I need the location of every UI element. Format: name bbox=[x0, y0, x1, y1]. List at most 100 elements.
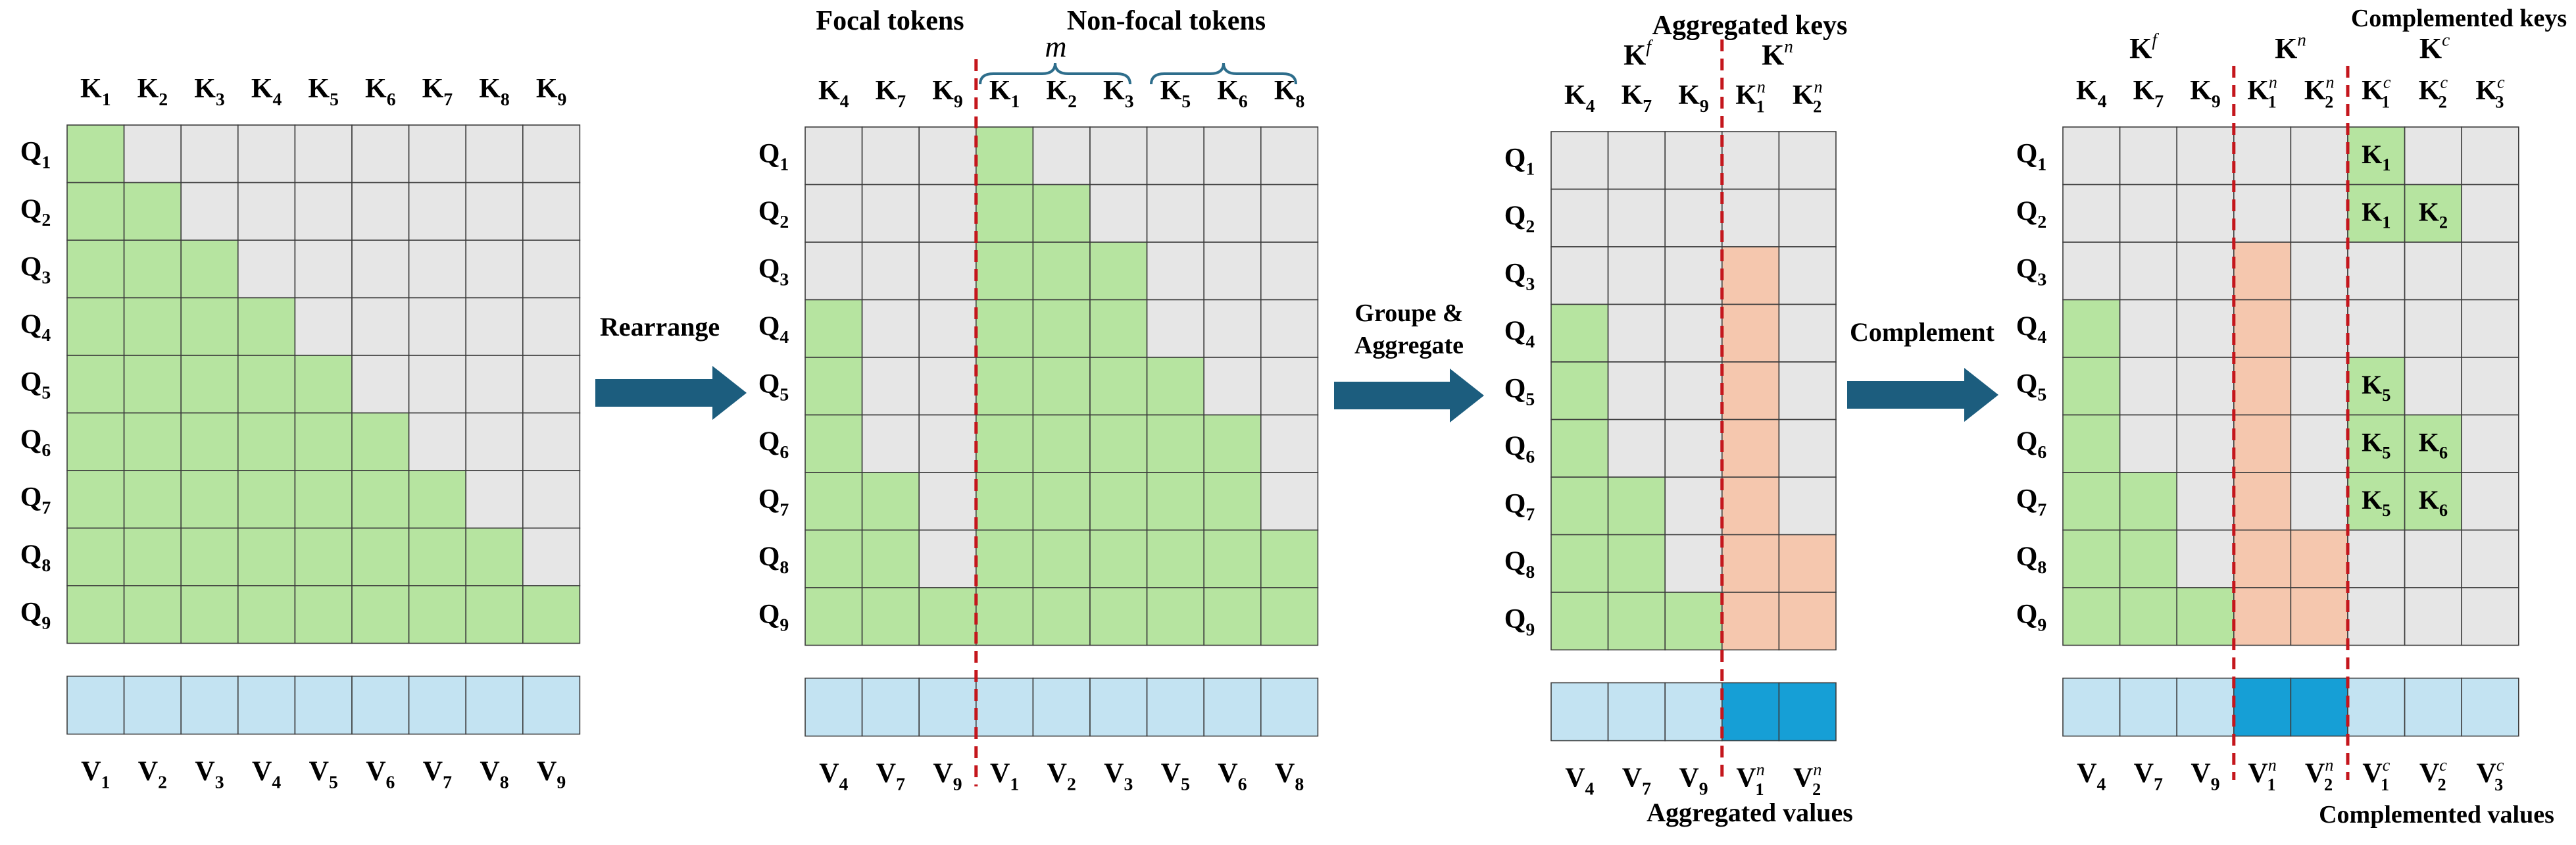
mask-cell bbox=[976, 587, 1034, 646]
brace-group-2 bbox=[1150, 63, 1297, 85]
mask-cell bbox=[2290, 472, 2348, 531]
mask-cell bbox=[465, 182, 524, 241]
mask-cell bbox=[1664, 592, 1723, 651]
value-label: Vc 2 bbox=[2419, 755, 2447, 794]
mask-cell bbox=[2461, 242, 2519, 301]
key-label: Kc 3 bbox=[2475, 72, 2505, 111]
mask-cell bbox=[1721, 131, 1780, 190]
key-label: Kc 2 bbox=[2419, 72, 2448, 111]
query-label: Q1 bbox=[20, 137, 51, 172]
key-label: K5 bbox=[1160, 76, 1191, 111]
mask-cell bbox=[123, 585, 182, 644]
mask-cell bbox=[465, 527, 524, 586]
mask-cell bbox=[1721, 592, 1780, 651]
mask-cell bbox=[861, 299, 920, 358]
mask-cell bbox=[2062, 472, 2121, 531]
value-cell bbox=[1664, 682, 1723, 742]
mask-cell bbox=[1260, 126, 1319, 186]
original-value-labels: V1 V2 V3 V4 V5 V6 V7 V8 V9 bbox=[81, 757, 566, 792]
key-label: K4 bbox=[818, 76, 849, 111]
mask-cell bbox=[351, 240, 410, 299]
mask-cell bbox=[2290, 242, 2348, 301]
query-label: Q9 bbox=[2016, 600, 2047, 635]
mask-cell bbox=[861, 472, 920, 531]
mask-cell bbox=[237, 124, 296, 184]
mask-cell bbox=[465, 240, 524, 299]
mask-cell bbox=[805, 357, 863, 416]
mask-cell bbox=[918, 357, 977, 416]
mask-cell bbox=[66, 124, 125, 184]
mask-cell bbox=[2347, 299, 2406, 358]
query-label: Q7 bbox=[758, 484, 789, 520]
aggregated-key-headers: K4 K7 K9 Kn 1 Kn 2 bbox=[1564, 77, 1823, 116]
mask-cell bbox=[2347, 529, 2406, 588]
nonfocal-tokens-header: Non-focal tokens bbox=[1067, 6, 1266, 36]
mask-cell bbox=[1260, 184, 1319, 243]
mask-cell bbox=[522, 124, 581, 184]
mask-cell bbox=[522, 527, 581, 586]
mask-cell bbox=[2461, 587, 2519, 646]
mask-cell bbox=[465, 124, 524, 184]
mask-cell bbox=[805, 299, 863, 358]
mask-cell bbox=[351, 355, 410, 414]
mask-cell bbox=[2461, 357, 2519, 416]
value-cell bbox=[805, 677, 863, 737]
mask-cell bbox=[2290, 529, 2348, 588]
mask-cell bbox=[1260, 357, 1319, 416]
rearranged-key-headers: K4 K7 K9 K1 K2 K3 K5 K6 K8 bbox=[818, 76, 1304, 111]
key-label: K1 bbox=[80, 74, 111, 109]
value-cell bbox=[2461, 677, 2519, 737]
query-label: Q3 bbox=[758, 254, 789, 290]
original-query-labels: Q1 Q2 Q3 Q4 Q5 Q6 Q7 Q8 Q9 bbox=[20, 137, 51, 633]
value-cell bbox=[237, 675, 296, 735]
mask-cell bbox=[861, 242, 920, 301]
mask-cell bbox=[2233, 299, 2292, 358]
query-label: Q1 bbox=[1504, 143, 1535, 179]
mask-cell bbox=[1203, 472, 1262, 531]
query-label: Q7 bbox=[1504, 489, 1535, 525]
value-label: V5 bbox=[309, 757, 338, 792]
mask-cell bbox=[237, 355, 296, 414]
value-cell bbox=[2119, 677, 2178, 737]
query-label: Q4 bbox=[1504, 316, 1535, 351]
mask-cell bbox=[351, 527, 410, 586]
key-label: K3 bbox=[1103, 76, 1134, 111]
mask-cell bbox=[1203, 414, 1262, 473]
value-label: V8 bbox=[480, 757, 508, 792]
key-label: K3 bbox=[194, 74, 225, 109]
value-cell bbox=[2404, 677, 2463, 737]
mask-cell bbox=[1032, 299, 1091, 358]
mask-cell bbox=[2176, 357, 2235, 416]
mask-cell bbox=[1778, 131, 1837, 190]
arrow-label: Rearrange bbox=[600, 312, 720, 342]
mask-cell bbox=[918, 529, 977, 588]
mask-cell bbox=[1203, 529, 1262, 588]
complement-cell-label: K5 bbox=[2362, 485, 2390, 520]
mask-cell bbox=[1146, 587, 1204, 646]
mask-cell bbox=[1146, 414, 1204, 473]
mask-cell bbox=[522, 182, 581, 241]
value-label: V7 bbox=[876, 759, 905, 794]
mask-cell bbox=[1607, 303, 1666, 363]
mask-cell bbox=[522, 355, 581, 414]
mask-cell bbox=[976, 529, 1034, 588]
mask-cell bbox=[2062, 357, 2121, 416]
value-cell bbox=[1778, 682, 1837, 742]
mask-cell bbox=[237, 585, 296, 644]
mask-cell bbox=[1664, 303, 1723, 363]
mask-cell bbox=[805, 184, 863, 243]
aggregate-arrow: Groupe & Aggregate bbox=[1334, 299, 1484, 423]
arrow-shape bbox=[595, 366, 747, 420]
query-label: Q8 bbox=[20, 540, 51, 575]
mask-cell bbox=[2233, 472, 2292, 531]
key-label: Kn 1 bbox=[1735, 77, 1766, 116]
mask-cell bbox=[237, 527, 296, 586]
mask-cell bbox=[465, 297, 524, 356]
mask-cell bbox=[1664, 476, 1723, 536]
mask-cell bbox=[1778, 419, 1837, 478]
mask-cell bbox=[1203, 126, 1262, 186]
mask-cell bbox=[123, 527, 182, 586]
value-label: V7 bbox=[1622, 763, 1651, 799]
query-label: Q6 bbox=[758, 426, 789, 462]
